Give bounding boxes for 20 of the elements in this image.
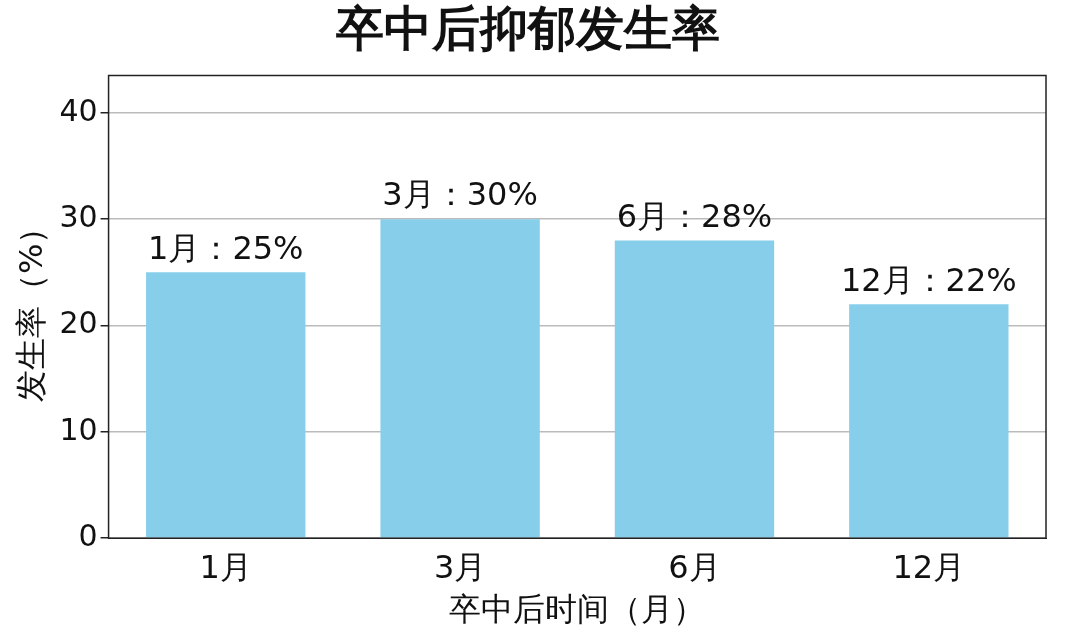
x-tick-label: 12月 [892, 547, 966, 586]
bar [614, 240, 775, 538]
y-tick-label: 10 [59, 411, 98, 447]
x-tick-label: 3月 [433, 547, 487, 586]
data-label: 12月：22% [840, 260, 1017, 299]
y-tick-label: 30 [59, 198, 98, 234]
data-label: 1月：25% [148, 228, 304, 267]
x-tick-label: 1月 [199, 547, 252, 586]
bar [146, 272, 306, 538]
bar [849, 304, 1009, 538]
chart-title: 卒中后抑郁发生率 [335, 0, 720, 57]
y-tick-label: 20 [59, 305, 98, 341]
y-axis-title: 发生率（%） [11, 211, 50, 403]
data-label: 3月：30% [382, 175, 538, 214]
y-tick-label: 0 [78, 518, 98, 553]
x-tick-label: 6月 [668, 547, 721, 586]
data-label: 6月：28% [616, 196, 773, 235]
bar [380, 219, 540, 538]
y-tick-label: 40 [59, 92, 98, 128]
x-axis-title: 卒中后时间（月） [449, 590, 706, 629]
